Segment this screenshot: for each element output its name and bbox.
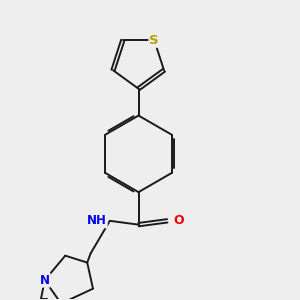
Text: N: N	[40, 274, 50, 287]
Text: S: S	[149, 34, 159, 47]
Text: O: O	[173, 214, 184, 227]
Text: NH: NH	[87, 214, 107, 227]
